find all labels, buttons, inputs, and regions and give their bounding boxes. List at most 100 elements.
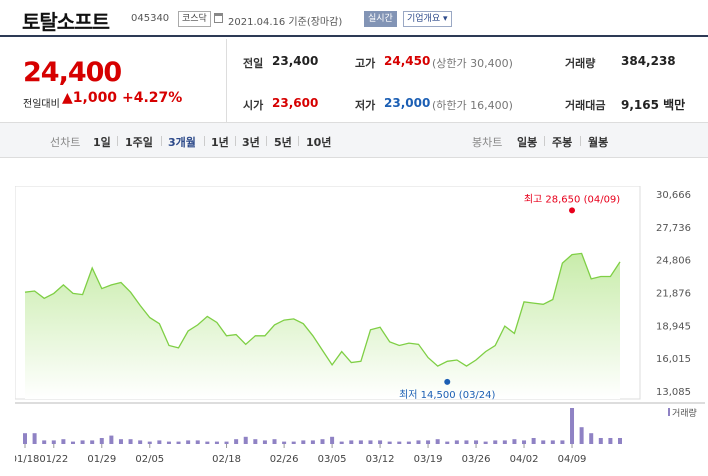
- price-line: [24, 252, 621, 367]
- volume-bar: [454, 440, 459, 444]
- lower-limit: (하한가 16,400): [432, 99, 513, 112]
- volume-bar: [502, 440, 507, 444]
- candle-weekly[interactable]: 주봉: [552, 136, 573, 149]
- volume-bar: [464, 440, 469, 444]
- divider: [266, 136, 267, 146]
- candle-daily[interactable]: 일봉: [517, 136, 538, 149]
- volume-bar: [138, 440, 143, 444]
- volume-bar: [368, 440, 373, 444]
- volume-bar: [378, 440, 383, 444]
- y-tick-label: 24,806: [656, 256, 691, 267]
- x-tick-label: 01/22: [39, 454, 68, 465]
- y-tick-label: 18,945: [656, 321, 691, 332]
- volume-bar: [51, 440, 56, 444]
- stock-name[interactable]: 토탈소프트: [22, 10, 110, 34]
- volume-bar: [23, 433, 27, 444]
- volume-bar: [224, 441, 229, 444]
- volume-bar: [531, 438, 536, 444]
- y-tick-label: 13,085: [656, 387, 691, 398]
- high-value: 24,450: [384, 54, 431, 68]
- period-5y[interactable]: 5년: [274, 136, 292, 149]
- calendar-icon: [214, 13, 223, 23]
- volume-bar: [128, 439, 133, 444]
- volume-bar: [618, 438, 622, 444]
- compare-label: 전일대비: [23, 99, 60, 110]
- candle-chart-label: 봉차트: [472, 136, 503, 149]
- stock-code: 045340: [131, 13, 170, 24]
- volume-bar: [320, 439, 325, 444]
- current-price: 24,400: [23, 57, 122, 88]
- company-info-button[interactable]: 기업개요 ▾: [403, 11, 452, 27]
- volume-bar: [550, 440, 555, 444]
- low-value: 23,000: [384, 96, 431, 110]
- volume-bar: [560, 440, 565, 444]
- low-label: 저가: [355, 99, 376, 112]
- period-3y[interactable]: 3년: [242, 136, 260, 149]
- x-tick-label: 02/26: [270, 454, 299, 465]
- high-label: 고가: [355, 57, 376, 70]
- x-tick-label: 03/26: [462, 454, 491, 465]
- y-tick-label: 21,876: [656, 289, 691, 300]
- volume-bar: [166, 441, 171, 444]
- realtime-button[interactable]: 실시간: [364, 11, 397, 27]
- volume-bar: [387, 441, 392, 444]
- x-tick-label: 03/05: [318, 454, 347, 465]
- upper-limit: (상한가 30,400): [432, 57, 513, 70]
- open-label: 시가: [243, 99, 264, 112]
- price-chart: 30,666 27,736 24,806 21,876 18,945 16,015 13,0…: [11, 185, 705, 465]
- volume-legend-swatch: [668, 408, 670, 416]
- volume-bar: [90, 440, 95, 444]
- candle-monthly[interactable]: 월봉: [588, 136, 609, 149]
- open-value: 23,600: [272, 96, 319, 110]
- price-box: 24,400 전일대비 ▲1,000 +4.27%: [0, 39, 227, 122]
- volume-bar: [426, 440, 431, 444]
- volume-legend: 거래량: [672, 407, 697, 419]
- divider: [235, 136, 236, 146]
- volume-bar: [70, 441, 75, 444]
- volume-bar: [205, 441, 210, 444]
- volume-bar: [598, 438, 603, 444]
- chart-area: 30,666 27,736 24,806 21,876 18,945 16,015 13,0…: [11, 185, 705, 470]
- volume-bar: [80, 440, 85, 444]
- period-3m[interactable]: 3개월: [168, 136, 196, 149]
- volume-bar: [406, 441, 411, 444]
- volume-bar: [186, 440, 191, 444]
- compare-value: ▲1,000: [62, 90, 118, 106]
- date-text: 2021.04.16 기준(장마감): [228, 17, 343, 28]
- volume-bar: [262, 440, 267, 444]
- high-marker: [569, 207, 576, 214]
- volume-bar: [512, 439, 517, 444]
- volume-bar: [214, 441, 219, 444]
- volume-bar: [416, 440, 421, 444]
- volume-bar: [608, 438, 613, 444]
- divider: [544, 136, 545, 146]
- volume-bar: [176, 441, 181, 444]
- period-1w[interactable]: 1주일: [125, 136, 153, 149]
- divider: [117, 136, 118, 146]
- volume-bar: [522, 440, 527, 444]
- amount-value: 9,165 백만: [621, 98, 686, 112]
- volume-bar: [435, 439, 440, 444]
- volume-bar: [147, 441, 152, 444]
- x-tick-label: 03/19: [414, 454, 443, 465]
- low-marker: [444, 378, 451, 385]
- period-10y[interactable]: 10년: [306, 136, 332, 149]
- change-rate: +4.27%: [122, 90, 183, 106]
- volume-bar: [589, 433, 594, 444]
- amount-label: 거래대금: [565, 99, 606, 112]
- volume-bar: [195, 440, 200, 444]
- x-tick-label: 01/18: [15, 454, 39, 465]
- period-1y[interactable]: 1년: [211, 136, 229, 149]
- volume-bar: [234, 439, 239, 444]
- market-badge: 코스닥: [178, 11, 211, 27]
- prev-value: 23,400: [272, 54, 319, 68]
- volume-bar: [118, 439, 123, 444]
- header: 토탈소프트 045340 코스닥 2021.04.16 기준(장마감) 실시간 …: [0, 0, 708, 37]
- volume-label: 거래량: [565, 57, 596, 70]
- period-bar: 선차트 1일 1주일 3개월 1년 3년 5년 10년 봉차트 일봉 주봉 월봉: [0, 122, 708, 158]
- x-tick-label: 04/09: [558, 454, 587, 465]
- period-1d[interactable]: 1일: [93, 136, 111, 149]
- volume-bar: [483, 441, 488, 444]
- x-tick-label: 04/02: [510, 454, 539, 465]
